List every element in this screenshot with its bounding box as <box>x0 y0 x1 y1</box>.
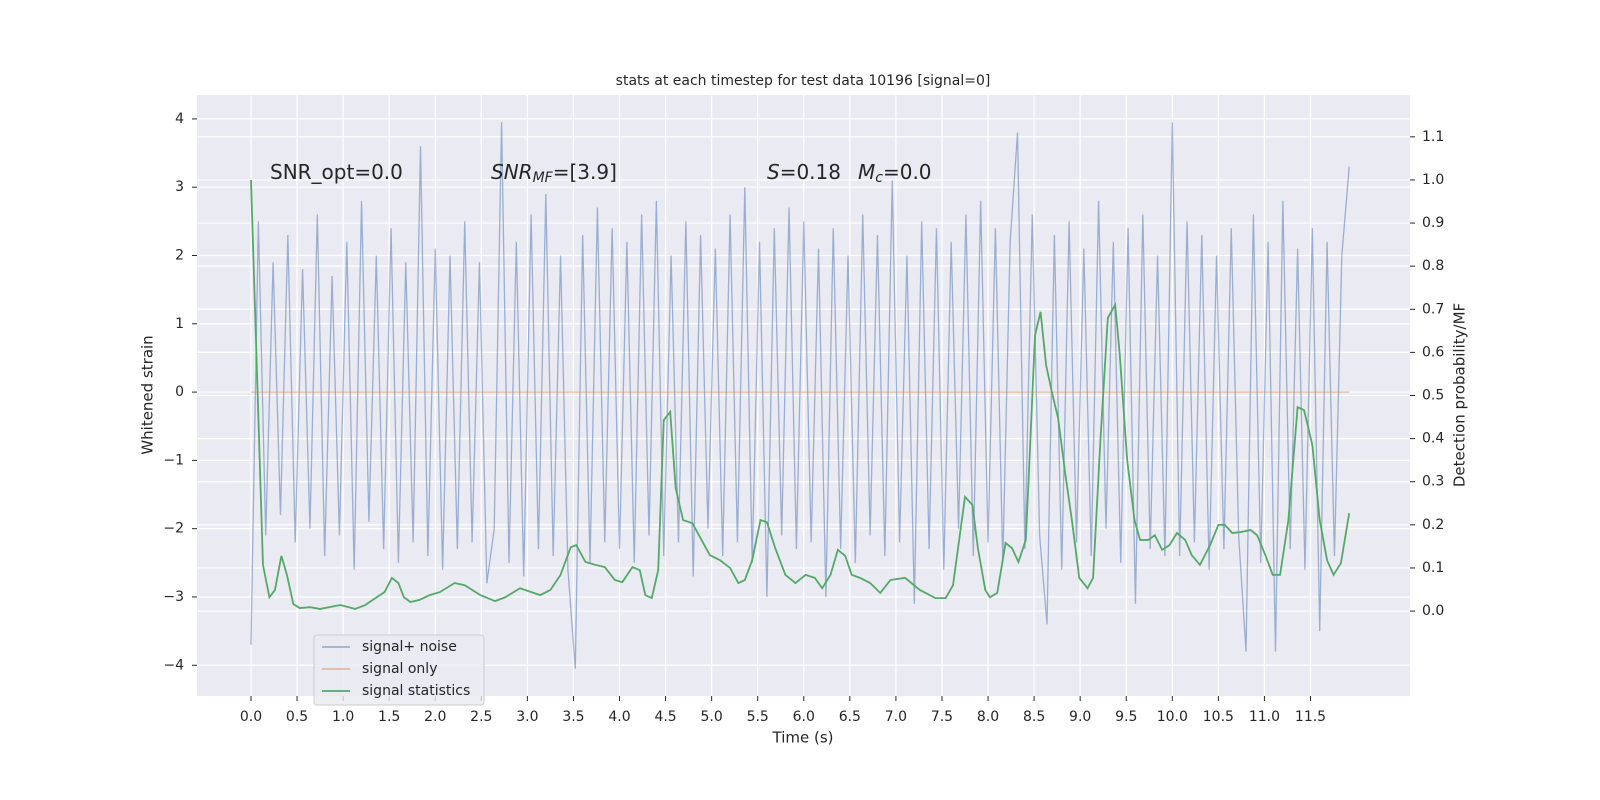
annotation-italic: M <box>858 160 875 184</box>
x-tick-label: 11.5 <box>1295 709 1326 725</box>
x-tick-label: 8.0 <box>977 709 999 725</box>
x-tick-label: 7.0 <box>885 709 907 725</box>
x-tick-label: 5.5 <box>747 709 769 725</box>
y2-tick-label: 0.1 <box>1422 560 1444 576</box>
y2-tick-label: 1.1 <box>1422 129 1444 145</box>
y-tick-label: 2 <box>175 247 184 263</box>
x-tick-label: 0.0 <box>240 709 262 725</box>
annotation-italic: SNR <box>491 160 533 184</box>
y2-tick-label: 0.6 <box>1422 344 1444 360</box>
x-tick-label: 5.0 <box>701 709 723 725</box>
x-tick-label: 3.5 <box>562 709 584 725</box>
series-line <box>250 179 1351 610</box>
y2-tick-label: 0.3 <box>1422 474 1444 490</box>
legend-label: signal only <box>362 661 437 677</box>
y-tick-label: −4 <box>163 657 184 673</box>
y2-axis-label: Detection probability/MF <box>1451 303 1469 487</box>
x-tick-label: 2.5 <box>470 709 492 725</box>
y2-tick-label: 0.8 <box>1422 258 1444 274</box>
annotation-text: =0.0 <box>883 160 932 184</box>
x-tick-label: 4.0 <box>608 709 630 725</box>
y2-tick-label: 0.9 <box>1422 215 1444 231</box>
x-tick-label: 9.0 <box>1069 709 1091 725</box>
annotation-text: =[3.9] <box>553 160 617 184</box>
annotation: SNR_opt=0.0 <box>270 160 403 184</box>
legend-label: signal statistics <box>362 683 470 699</box>
y-tick-label: −2 <box>163 521 184 537</box>
legend-label: signal+ noise <box>362 639 457 655</box>
chart-title: stats at each timestep for test data 101… <box>616 73 991 89</box>
x-tick-label: 10.0 <box>1157 709 1188 725</box>
y2-tick-label: 0.7 <box>1422 301 1444 317</box>
x-tick-label: 9.5 <box>1115 709 1137 725</box>
x-tick-label: 1.0 <box>332 709 354 725</box>
x-axis-label: Time (s) <box>772 729 834 747</box>
x-tick-label: 10.5 <box>1203 709 1234 725</box>
x-tick-label: 3.0 <box>516 709 538 725</box>
annotation: Mc=0.0 <box>858 160 932 187</box>
x-tick-label: 8.5 <box>1023 709 1045 725</box>
x-tick-label: 0.5 <box>286 709 308 725</box>
x-tick-label: 2.0 <box>424 709 446 725</box>
y2-tick-label: 0.4 <box>1422 431 1444 447</box>
y-tick-label: 1 <box>175 316 184 332</box>
annotation: S=0.18 <box>767 160 841 184</box>
y2-tick-label: 0.0 <box>1422 603 1444 619</box>
annotation: SNRMF=[3.9] <box>491 160 617 187</box>
x-tick-label: 7.5 <box>931 709 953 725</box>
y-tick-label: 0 <box>175 384 184 400</box>
annotation-text: =0.18 <box>780 160 841 184</box>
y2-tick-label: 1.0 <box>1422 172 1444 188</box>
annotation-subscript: MF <box>533 170 554 186</box>
y2-tick-label: 0.2 <box>1422 517 1444 533</box>
x-tick-label: 6.5 <box>839 709 861 725</box>
x-tick-label: 4.5 <box>654 709 676 725</box>
x-tick-label: 11.0 <box>1249 709 1280 725</box>
annotation-italic: S <box>767 160 780 184</box>
series-line <box>250 122 1350 669</box>
x-tick-label: 6.0 <box>793 709 815 725</box>
annotation-subscript: c <box>875 170 883 186</box>
y2-tick-label: 0.5 <box>1422 388 1444 404</box>
y-tick-label: −1 <box>163 452 184 468</box>
legend-box <box>313 634 485 706</box>
y-tick-label: −3 <box>163 589 184 605</box>
y-tick-label: 3 <box>175 179 184 195</box>
y-tick-label: 4 <box>175 111 184 127</box>
x-tick-label: 1.5 <box>378 709 400 725</box>
annotation-text: SNR_opt=0.0 <box>270 160 403 184</box>
y-axis-label: Whitened strain <box>139 335 157 454</box>
